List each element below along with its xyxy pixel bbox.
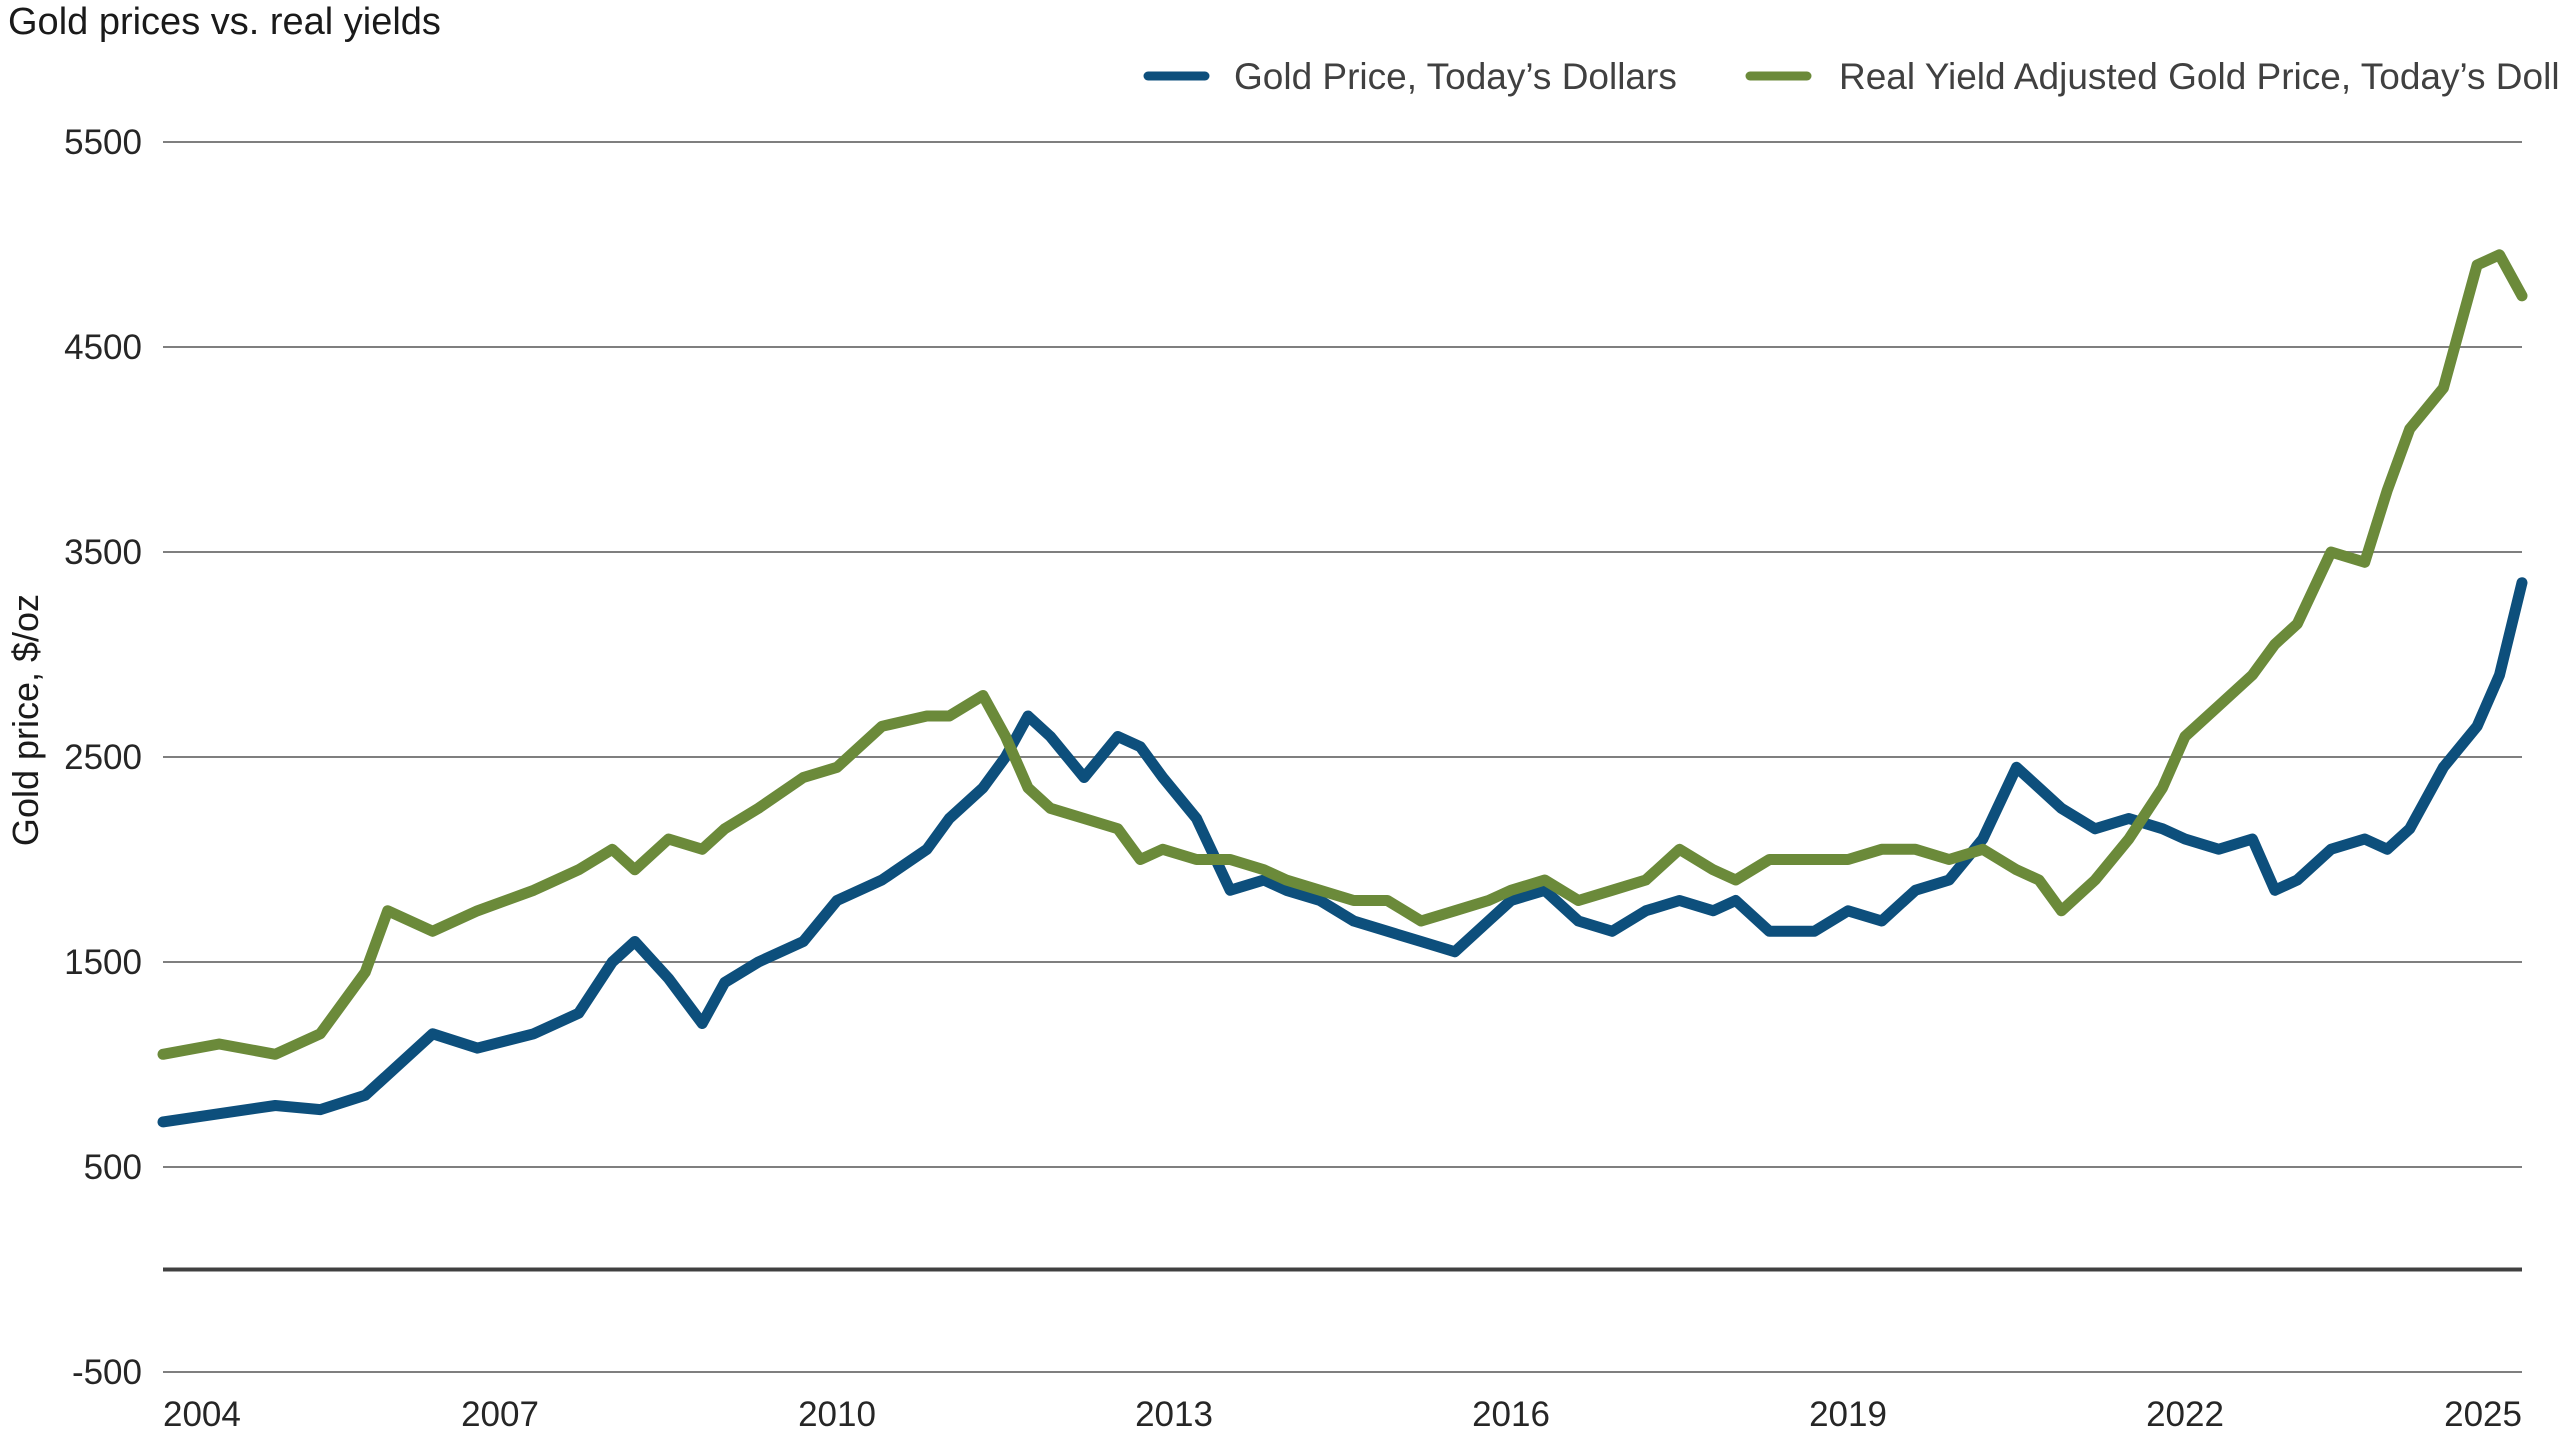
gridlines (163, 141, 2522, 1373)
legend-label-gold-price: Gold Price, Today’s Dollars (1234, 56, 1677, 97)
y-tick-label: 500 (84, 1148, 142, 1187)
y-axis-title: Gold price, $/oz (5, 594, 46, 846)
x-tick-label: 2007 (461, 1395, 539, 1434)
y-tick-label: 2500 (64, 738, 142, 777)
x-axis-tick-labels: 2004 2007 2010 2013 2016 2019 2022 2025 (163, 1395, 2522, 1434)
y-tick-label: 3500 (64, 533, 142, 572)
x-tick-label: 2022 (2146, 1395, 2224, 1434)
legend: Gold Price, Today’s Dollars Real Yield A… (1143, 56, 2560, 97)
y-tick-label: 1500 (64, 943, 142, 982)
x-tick-label: 2013 (1135, 1395, 1213, 1434)
x-tick-label: 2010 (798, 1395, 876, 1434)
legend-label-real-yield-adjusted: Real Yield Adjusted Gold Price, Today’s … (1839, 56, 2560, 97)
x-tick-label: 2016 (1472, 1395, 1550, 1434)
x-tick-label: 2019 (1809, 1395, 1887, 1434)
chart-title: Gold prices vs. real yields (8, 1, 441, 43)
x-tick-label: 2004 (163, 1395, 241, 1434)
series-layer (157, 249, 2528, 1128)
y-tick-label: 4500 (64, 328, 142, 367)
x-tick-label: 2025 (2444, 1395, 2522, 1434)
y-tick-label: 5500 (64, 123, 142, 162)
y-axis-tick-labels: -500 500 1500 2500 3500 4500 5500 (64, 123, 142, 1392)
series-line-gold-price (157, 577, 2528, 1128)
y-tick-label: -500 (72, 1353, 142, 1392)
series-line-real-yield-adjusted (157, 249, 2528, 1060)
